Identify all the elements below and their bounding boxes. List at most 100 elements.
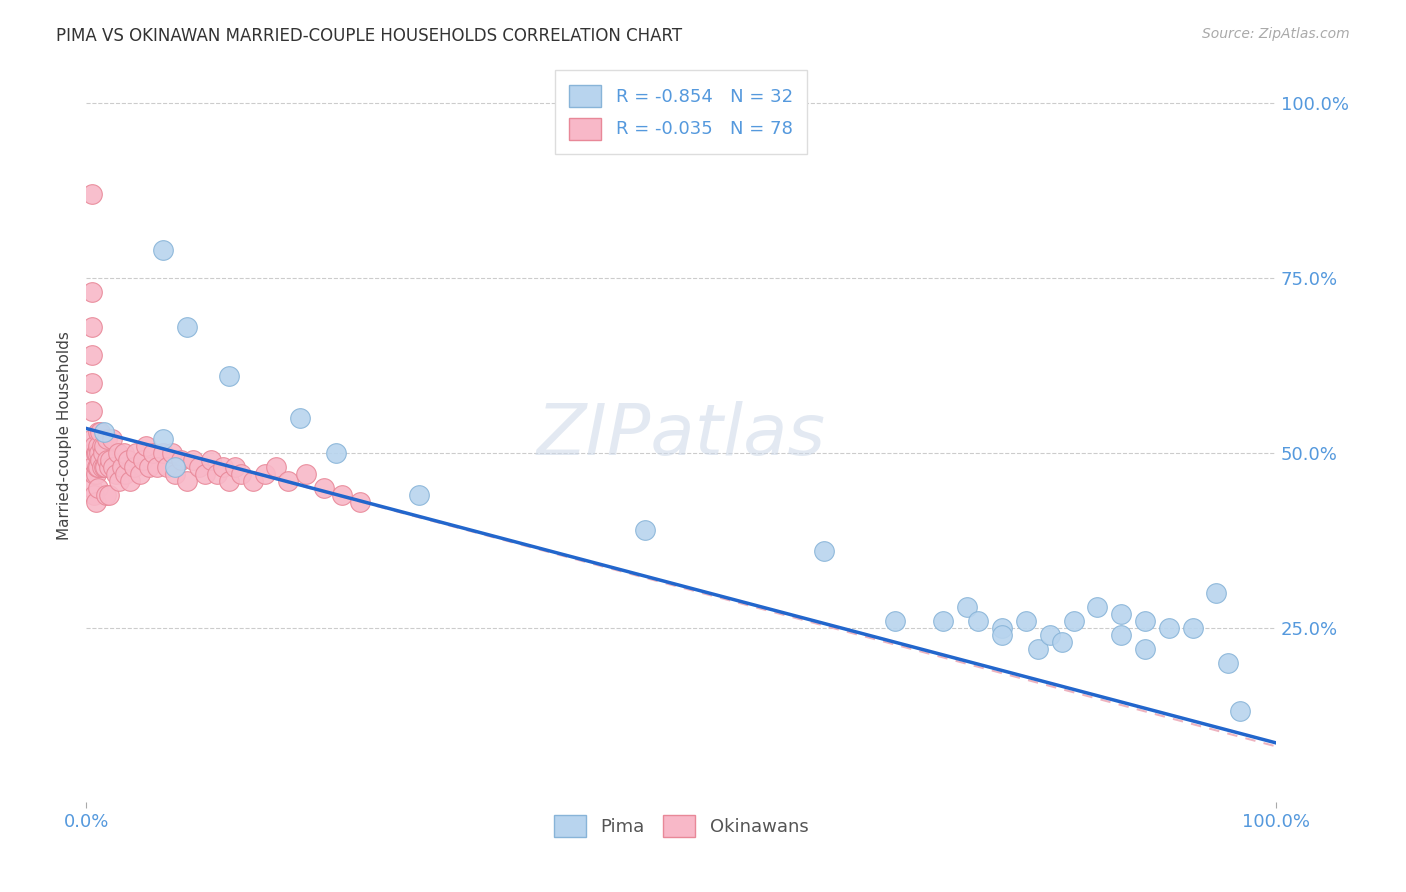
Point — [224, 459, 246, 474]
Point — [86, 446, 108, 460]
Point — [1039, 627, 1062, 641]
Point — [330, 488, 353, 502]
Point — [84, 467, 107, 481]
Point — [138, 459, 160, 474]
Point — [80, 376, 103, 390]
Point — [87, 459, 110, 474]
Point — [80, 348, 103, 362]
Point — [97, 459, 120, 474]
Point — [90, 459, 112, 474]
Point — [93, 439, 115, 453]
Point — [176, 320, 198, 334]
Point — [80, 459, 103, 474]
Point — [408, 488, 430, 502]
Point — [884, 614, 907, 628]
Point — [295, 467, 318, 481]
Point — [1026, 641, 1049, 656]
Point — [1087, 599, 1109, 614]
Point — [84, 446, 107, 460]
Point — [229, 467, 252, 481]
Point — [194, 467, 217, 481]
Point — [132, 453, 155, 467]
Point — [205, 467, 228, 481]
Point — [117, 453, 139, 467]
Text: ZIPatlas: ZIPatlas — [537, 401, 825, 470]
Point — [1157, 621, 1180, 635]
Point — [87, 481, 110, 495]
Point — [80, 481, 103, 495]
Point — [253, 467, 276, 481]
Point — [128, 467, 150, 481]
Point — [165, 467, 187, 481]
Point — [142, 446, 165, 460]
Point — [94, 459, 117, 474]
Point — [80, 446, 103, 460]
Point — [90, 439, 112, 453]
Point — [312, 481, 335, 495]
Point — [349, 495, 371, 509]
Point — [156, 459, 179, 474]
Point — [96, 432, 118, 446]
Point — [80, 432, 103, 446]
Point — [80, 404, 103, 418]
Point — [120, 474, 142, 488]
Point — [1229, 705, 1251, 719]
Point — [218, 369, 240, 384]
Point — [212, 459, 235, 474]
Point — [325, 446, 347, 460]
Point — [152, 244, 174, 258]
Point — [813, 543, 835, 558]
Point — [87, 425, 110, 439]
Point — [104, 467, 127, 481]
Point — [152, 432, 174, 446]
Point — [97, 488, 120, 502]
Text: PIMA VS OKINAWAN MARRIED-COUPLE HOUSEHOLDS CORRELATION CHART: PIMA VS OKINAWAN MARRIED-COUPLE HOUSEHOL… — [56, 27, 682, 45]
Point — [634, 523, 657, 537]
Point — [176, 474, 198, 488]
Point — [112, 446, 135, 460]
Point — [125, 446, 148, 460]
Point — [84, 495, 107, 509]
Point — [218, 474, 240, 488]
Point — [80, 320, 103, 334]
Point — [1109, 627, 1132, 641]
Text: Source: ZipAtlas.com: Source: ZipAtlas.com — [1202, 27, 1350, 41]
Y-axis label: Married-couple Households: Married-couple Households — [58, 331, 72, 540]
Point — [89, 453, 111, 467]
Point — [103, 459, 125, 474]
Point — [98, 453, 121, 467]
Point — [160, 446, 183, 460]
Point — [1218, 656, 1240, 670]
Point — [1181, 621, 1204, 635]
Point — [80, 285, 103, 300]
Point — [96, 488, 118, 502]
Point — [955, 599, 977, 614]
Point — [80, 187, 103, 202]
Point — [89, 446, 111, 460]
Point — [93, 425, 115, 439]
Point — [146, 459, 169, 474]
Point — [1133, 641, 1156, 656]
Point — [266, 459, 288, 474]
Point — [1015, 614, 1038, 628]
Point — [101, 432, 124, 446]
Point — [290, 411, 312, 425]
Point — [114, 467, 136, 481]
Point — [1133, 614, 1156, 628]
Point — [967, 614, 990, 628]
Point — [96, 453, 118, 467]
Legend: Pima, Okinawans: Pima, Okinawans — [547, 808, 815, 845]
Point — [93, 459, 115, 474]
Point — [1050, 634, 1073, 648]
Point — [91, 446, 114, 460]
Point — [1109, 607, 1132, 621]
Point — [89, 425, 111, 439]
Point — [991, 627, 1014, 641]
Point — [107, 446, 129, 460]
Point — [83, 488, 105, 502]
Point — [170, 453, 193, 467]
Point — [111, 459, 134, 474]
Point — [122, 459, 145, 474]
Point — [181, 453, 204, 467]
Point — [991, 621, 1014, 635]
